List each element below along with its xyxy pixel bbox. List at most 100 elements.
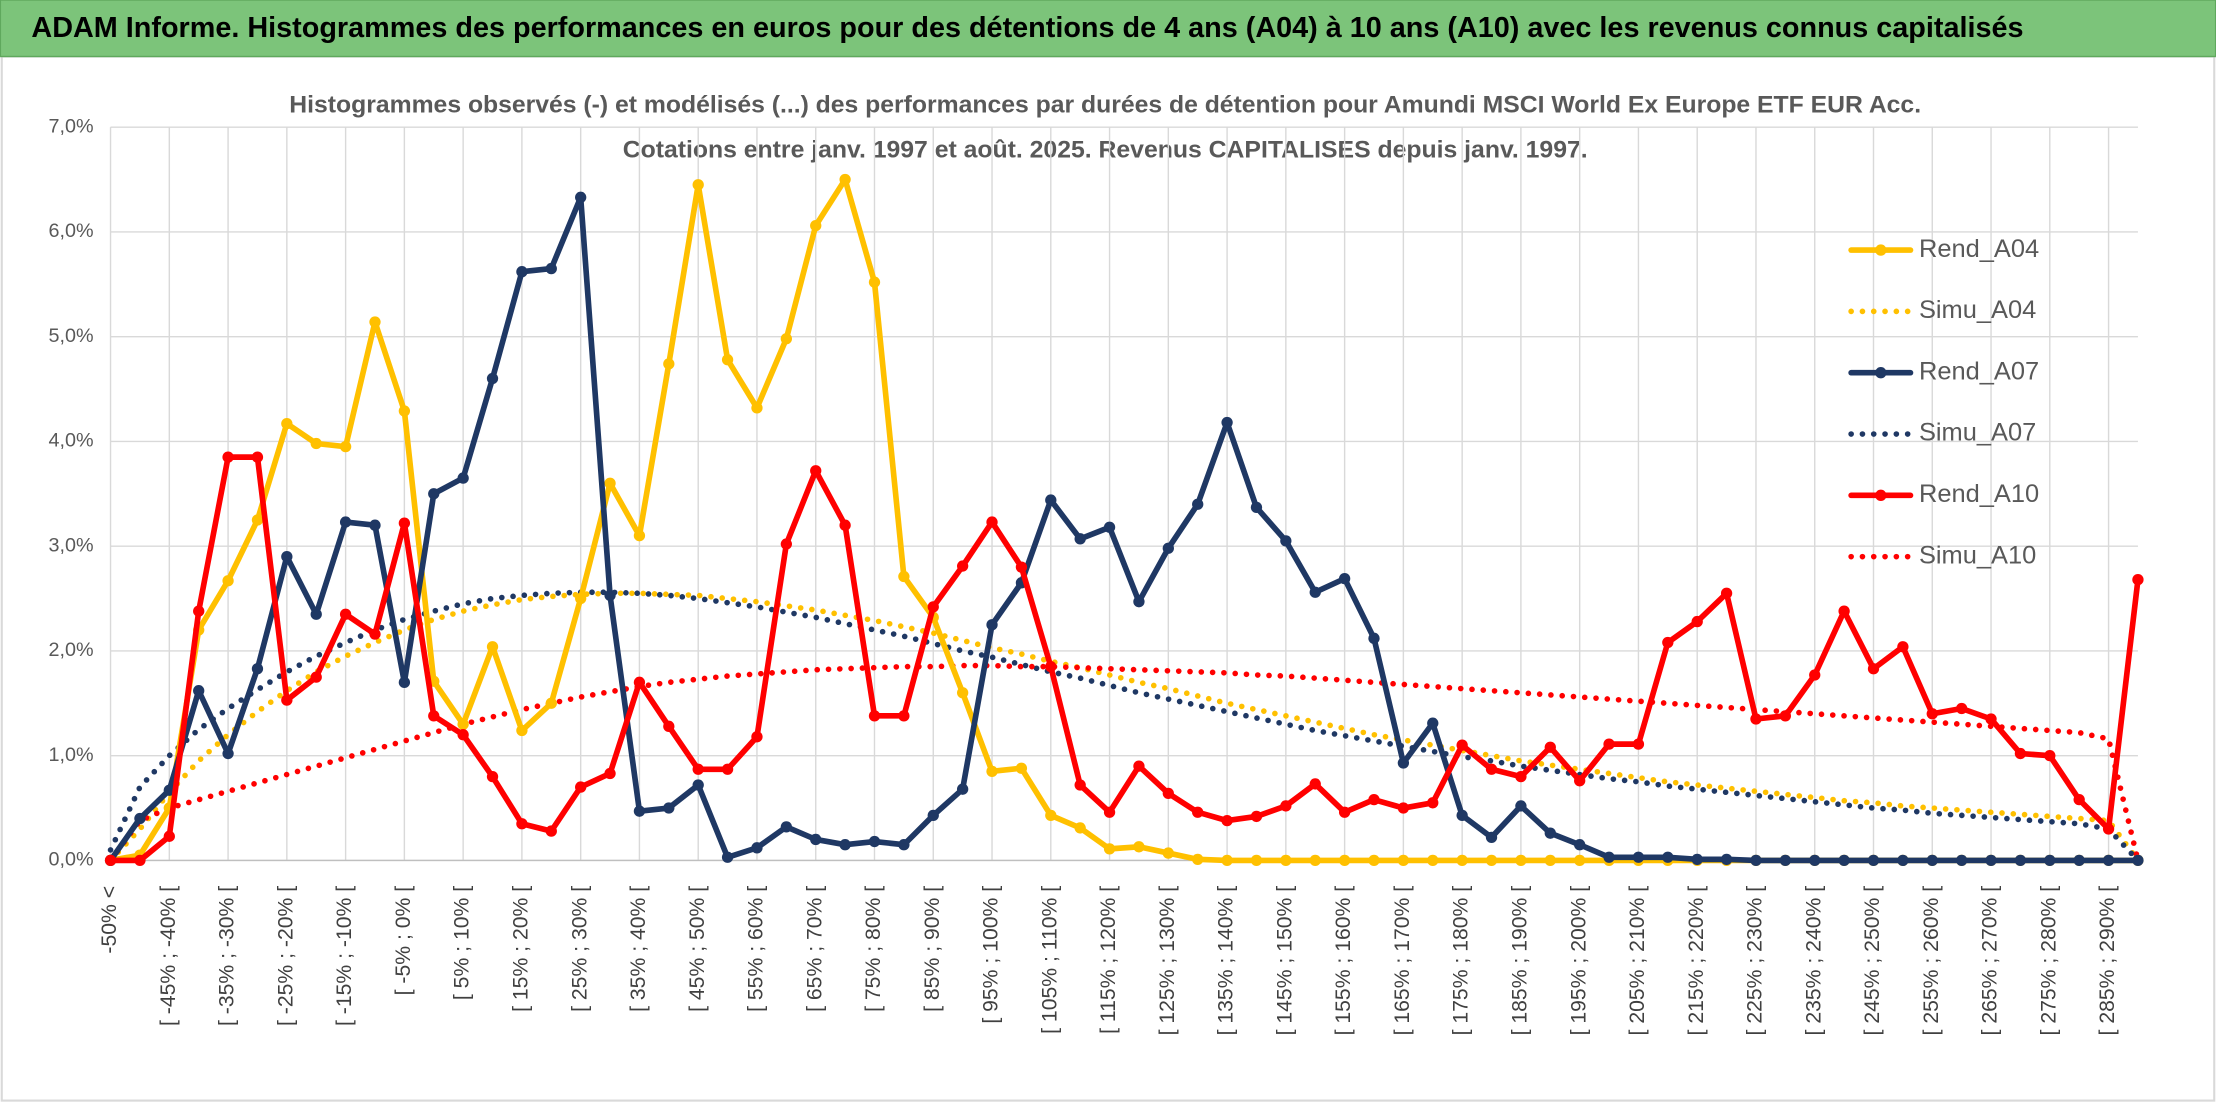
x-tick-label: [ 15% ; 20% [ — [509, 886, 532, 1012]
point — [1015, 762, 1028, 774]
point — [1250, 854, 1263, 867]
y-tick-label: 3,0% — [49, 534, 94, 556]
point — [692, 763, 704, 775]
point — [486, 372, 499, 385]
point — [2073, 794, 2085, 806]
point — [339, 516, 352, 528]
point — [1779, 710, 1792, 722]
legend-label: Rend_A04 — [1919, 235, 2039, 263]
point — [1309, 854, 1321, 867]
point — [398, 676, 411, 688]
point — [956, 783, 969, 795]
point — [1662, 851, 1674, 863]
point — [927, 809, 939, 822]
point — [1280, 854, 1292, 867]
point — [193, 685, 205, 697]
point — [2044, 750, 2056, 762]
point — [1955, 854, 1968, 867]
point — [398, 405, 411, 417]
point — [486, 641, 499, 653]
point — [1250, 810, 1263, 823]
point — [839, 173, 851, 186]
x-tick-label: [ 85% ; 90% [ — [921, 886, 944, 1012]
point — [868, 710, 881, 722]
point — [927, 601, 939, 613]
point — [545, 262, 557, 275]
point — [310, 671, 322, 683]
point — [516, 266, 528, 278]
x-tick-label: [ 215% ; 220% [ — [1685, 886, 1708, 1036]
point — [2102, 854, 2115, 867]
point — [1397, 802, 1410, 814]
point — [2044, 854, 2056, 867]
point — [1574, 775, 1586, 787]
point — [1074, 533, 1086, 545]
point — [1809, 854, 1821, 867]
point — [1338, 572, 1351, 585]
point — [1515, 770, 1527, 783]
y-tick-label: 1,0% — [49, 744, 94, 766]
point — [663, 802, 675, 814]
point — [604, 767, 616, 780]
x-tick-label: [ 175% ; 180% [ — [1450, 886, 1473, 1036]
chart-subtitle: Histogrammes observés (-) et modélisés (… — [289, 91, 1921, 118]
point — [1456, 739, 1468, 751]
point — [369, 519, 381, 531]
point — [1133, 760, 1145, 772]
x-tick-label: [ -35% ; -30% [ — [216, 886, 239, 1026]
x-tick-label: [ 55% ; 60% [ — [745, 886, 768, 1012]
x-tick-label: [ -15% ; -10% [ — [333, 886, 356, 1026]
point — [398, 517, 411, 529]
point — [1103, 521, 1116, 533]
point — [633, 530, 646, 542]
point — [1985, 854, 1997, 867]
point — [1045, 494, 1057, 506]
point — [1456, 854, 1468, 867]
point — [1250, 501, 1263, 514]
point — [1809, 669, 1821, 681]
point — [1368, 632, 1380, 644]
point — [1867, 663, 1880, 675]
point — [575, 191, 587, 203]
point — [1779, 854, 1792, 867]
point — [457, 718, 469, 730]
point — [1515, 800, 1527, 812]
point — [1750, 854, 1762, 867]
point — [2102, 823, 2115, 835]
point — [2014, 747, 2027, 760]
point — [1662, 636, 1674, 649]
point — [2132, 574, 2144, 586]
point — [1603, 851, 1615, 863]
point — [1221, 416, 1233, 429]
x-tick-label: [ 235% ; 240% [ — [1802, 886, 1825, 1036]
point — [1368, 854, 1380, 867]
point — [868, 276, 881, 288]
point — [1897, 854, 1909, 867]
x-tick-label: [ 45% ; 50% [ — [686, 886, 709, 1012]
point — [810, 465, 822, 477]
point — [1074, 822, 1086, 834]
point — [1574, 854, 1586, 867]
point — [633, 805, 646, 817]
point — [868, 835, 881, 848]
point — [633, 676, 646, 688]
point — [1720, 853, 1733, 866]
point — [1338, 854, 1351, 867]
point — [1427, 717, 1439, 729]
x-tick-label: [ 185% ; 190% [ — [1509, 886, 1532, 1036]
point — [1192, 806, 1204, 818]
point — [1162, 542, 1174, 554]
point — [1544, 741, 1556, 753]
point — [1691, 615, 1703, 628]
legend-label: Simu_A10 — [1919, 541, 2036, 569]
point — [1926, 708, 1938, 720]
x-tick-label: [ 155% ; 160% [ — [1332, 886, 1355, 1036]
point — [1427, 854, 1439, 867]
x-tick-label: [ 245% ; 250% [ — [1861, 886, 1884, 1036]
point — [986, 765, 998, 778]
point — [251, 514, 264, 526]
point — [1045, 809, 1057, 822]
point — [1632, 738, 1645, 750]
